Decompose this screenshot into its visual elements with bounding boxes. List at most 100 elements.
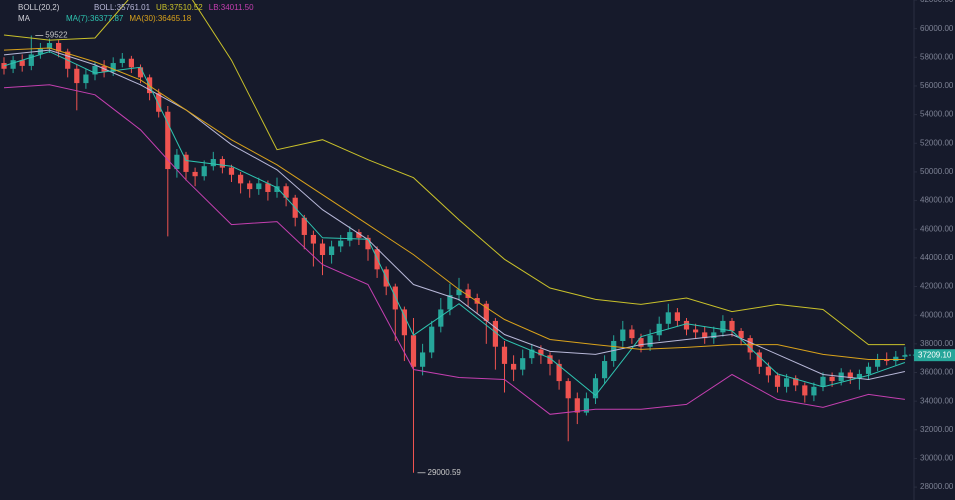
y-tick-label: 30000.00: [920, 454, 954, 463]
candle-body: [829, 376, 835, 382]
annotation-label: 29000.59: [428, 468, 462, 477]
candle-body: [520, 358, 526, 370]
candle-body: [137, 67, 144, 78]
candle-body: [247, 183, 253, 190]
candle-body: [10, 60, 16, 69]
candle-body: [756, 352, 762, 367]
y-tick-label: 44000.00: [920, 253, 954, 262]
candle-body: [92, 65, 98, 75]
legend-entry: BOLL:35761.01: [94, 3, 151, 12]
indicator-line: [3, 49, 906, 381]
candle-body: [884, 359, 890, 362]
last-price-tag: [914, 349, 955, 362]
candle-body: [301, 217, 307, 235]
y-tick-label: 40000.00: [920, 310, 954, 319]
candle-body: [128, 58, 134, 68]
y-tick-label: 32000.00: [920, 425, 954, 434]
candle-body: [474, 297, 480, 304]
candle-body: [638, 338, 644, 347]
y-tick-label: 48000.00: [920, 196, 954, 205]
candle-body: [156, 93, 162, 112]
candle-body: [811, 386, 817, 396]
candle-body: [802, 385, 808, 396]
candle-body: [538, 349, 544, 356]
candle-body: [356, 232, 362, 238]
candle-body: [902, 355, 908, 357]
candle-body: [875, 359, 881, 367]
candle-body: [19, 60, 25, 66]
candle-body: [611, 340, 617, 362]
candle-body: [28, 54, 34, 66]
price-axis: 28000.00 30000.00 32000.00 34000.00 36000.00…: [914, 0, 955, 491]
candle-body: [665, 312, 671, 324]
candle-body: [501, 346, 508, 364]
y-tick-label: 28000.00: [920, 482, 954, 491]
candle-body: [674, 312, 680, 321]
candle-body: [693, 329, 699, 333]
candle-body: [210, 159, 216, 167]
candle-body: [574, 398, 580, 413]
candle-body: [765, 366, 771, 376]
candle-body: [329, 246, 335, 256]
candle-body: [483, 303, 489, 321]
candle-body: [110, 63, 116, 72]
candle-body: [238, 174, 244, 184]
legend-entry: UB:37510.52: [156, 3, 203, 12]
y-tick-label: 60000.00: [920, 24, 954, 33]
candle-body: [747, 338, 753, 353]
candle-body: [602, 361, 608, 379]
candle-body: [456, 289, 462, 296]
candle-body: [338, 240, 344, 247]
candle-body: [274, 186, 280, 192]
candle-body: [119, 58, 125, 64]
last-price-label: 37209.10: [918, 350, 952, 359]
candle-body: [365, 237, 371, 250]
legend: BOLL(20,2) BOLL:35761.01 UB:37510.52 LB:340…: [18, 3, 254, 23]
candle-body: [319, 243, 326, 256]
candle-body: [492, 320, 498, 347]
legend-entry: LB:34011.50: [209, 3, 254, 12]
candle-body: [511, 363, 517, 370]
candle-body: [447, 295, 453, 310]
candle-body: [283, 186, 289, 198]
candle-body: [893, 356, 899, 362]
candle-body: [438, 309, 444, 327]
candle-body: [647, 335, 653, 347]
candle-body: [711, 332, 717, 339]
candle-body: [165, 111, 171, 170]
candle-body: [865, 366, 872, 374]
candle-body: [820, 376, 826, 387]
candle-body: [583, 398, 589, 413]
y-tick-label: 54000.00: [920, 110, 954, 119]
y-tick-label: 46000.00: [920, 224, 954, 233]
candle-body: [793, 378, 799, 386]
candle-body: [46, 42, 53, 49]
legend-entry: MA(7):36377.87: [66, 14, 124, 23]
candle-body: [74, 68, 80, 84]
candle-body: [547, 355, 553, 364]
candle-body: [192, 171, 198, 177]
y-tick-label: 42000.00: [920, 282, 954, 291]
plot: 59522 29000.59: [1, 0, 914, 477]
candle-body: [529, 349, 535, 359]
y-tick-label: 56000.00: [920, 81, 954, 90]
legend-group-label: BOLL(20,2): [18, 3, 60, 12]
indicator-line: [3, 84, 905, 415]
indicator-line: [3, 0, 905, 346]
candle-body: [201, 166, 207, 177]
candle-body: [656, 323, 662, 336]
candle-body: [410, 335, 417, 367]
y-tick-label: 52000.00: [920, 138, 954, 147]
candle-body: [83, 74, 89, 84]
candle-body: [702, 332, 708, 339]
candle-body: [228, 167, 235, 175]
candle-body: [683, 320, 690, 330]
candle-body: [720, 320, 726, 333]
legend-group-label: MA: [18, 14, 31, 23]
candle-body: [429, 326, 435, 353]
candle-body: [620, 329, 626, 341]
candle-body: [420, 352, 426, 367]
candle-body: [347, 232, 353, 241]
